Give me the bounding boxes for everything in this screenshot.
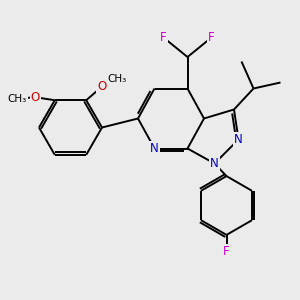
Text: F: F <box>160 31 167 44</box>
Text: CH₃: CH₃ <box>8 94 27 104</box>
Text: N: N <box>234 133 243 146</box>
Text: N: N <box>150 142 159 155</box>
Text: CH₃: CH₃ <box>108 74 127 84</box>
Text: F: F <box>208 31 215 44</box>
Text: O: O <box>31 91 40 104</box>
Text: N: N <box>210 157 219 170</box>
Text: F: F <box>223 245 230 258</box>
Text: O: O <box>97 80 106 93</box>
